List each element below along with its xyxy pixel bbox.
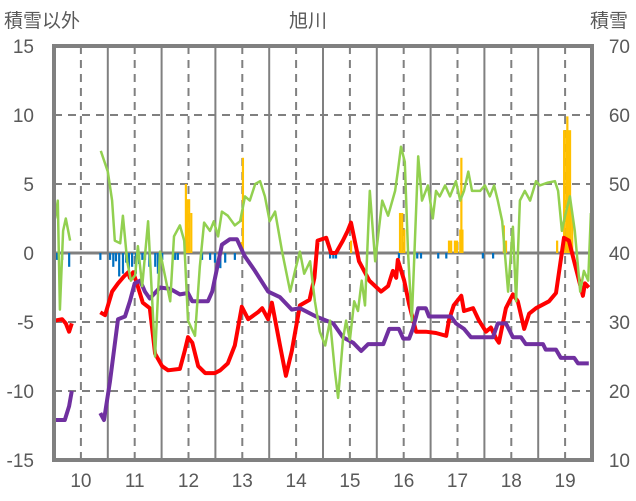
left-tick-label: 10 <box>13 106 34 127</box>
right-tick-label: 30 <box>609 313 630 334</box>
blue-bar <box>127 253 130 271</box>
purple-series-line <box>55 237 589 422</box>
blue-bar <box>121 253 125 274</box>
orange-bar <box>398 212 402 253</box>
blue-bar <box>55 253 58 260</box>
orange-bar <box>461 229 464 253</box>
x-tick-label: 14 <box>286 471 308 492</box>
right-tick-label: 10 <box>609 451 630 472</box>
plot-frame <box>52 44 594 462</box>
blue-bar <box>437 253 440 259</box>
blue-bar <box>114 253 118 262</box>
blue-bar <box>332 253 335 259</box>
x-tick-label: 11 <box>125 471 145 492</box>
x-tick-label: 18 <box>501 471 522 492</box>
orange-bar <box>349 240 353 253</box>
right-tick-label: 20 <box>609 382 630 403</box>
left-tick-label: -10 <box>7 382 34 403</box>
orange-bar <box>401 212 404 253</box>
blue-bar <box>131 253 134 267</box>
grid <box>54 46 592 460</box>
blue-bar <box>141 253 144 260</box>
blue-bar <box>209 253 212 260</box>
orange-bar <box>403 229 406 253</box>
blue-bar <box>108 253 112 260</box>
orange-bar <box>453 240 457 253</box>
chart-title: 旭川 <box>289 10 327 32</box>
right-tick-label: 40 <box>609 244 630 265</box>
x-tick-label: 12 <box>178 471 199 492</box>
x-tick-label: 16 <box>393 471 414 492</box>
blue-bar <box>445 253 448 259</box>
blue-bar <box>99 253 102 260</box>
right-tick-label: 60 <box>609 106 630 127</box>
blue-bar <box>328 253 332 259</box>
blue-bar <box>68 253 71 267</box>
x-tick-label: 17 <box>447 471 468 492</box>
green-series-line <box>53 145 593 400</box>
blue-bar <box>334 253 338 259</box>
left-axis-title: 積雪以外 <box>4 10 80 32</box>
orange-bar <box>450 240 453 253</box>
bars <box>55 116 574 277</box>
orange-bar <box>460 157 463 253</box>
x-tick-label: 13 <box>232 471 253 492</box>
red-series-line <box>54 220 591 378</box>
right-tick-label: 50 <box>609 175 630 196</box>
orange-bar <box>188 199 191 253</box>
blue-bar <box>224 253 227 263</box>
blue-bar <box>213 253 217 263</box>
x-tick-label: 10 <box>70 471 91 492</box>
orange-bar <box>566 130 569 253</box>
blue-bar <box>118 253 121 277</box>
left-tick-label: 0 <box>23 244 34 265</box>
blue-bar <box>154 253 157 267</box>
left-tick-label: 5 <box>23 175 34 196</box>
blue-bar <box>416 253 419 259</box>
orange-bar <box>185 199 189 253</box>
left-tick-label: -5 <box>17 313 34 334</box>
orange-bar <box>504 240 508 253</box>
left-tick-label: -15 <box>7 451 34 472</box>
blue-bar <box>156 253 160 274</box>
left-tick-label: 15 <box>13 37 34 58</box>
orange-bar <box>568 130 572 253</box>
series-lines <box>53 145 593 422</box>
blue-bar <box>419 253 423 259</box>
orange-bar <box>447 240 451 253</box>
orange-bar <box>455 240 459 253</box>
blue-bar <box>176 253 179 260</box>
orange-bar <box>556 240 559 253</box>
x-tick-label: 19 <box>555 471 576 492</box>
plot-border <box>52 44 594 462</box>
blue-bar <box>397 253 401 259</box>
orange-bar <box>190 212 193 253</box>
orange-bar <box>571 212 574 253</box>
right-axis-title: 積雪 <box>590 10 628 32</box>
blue-bar <box>112 253 115 267</box>
x-tick-label: 15 <box>339 471 360 492</box>
orange-bar <box>563 130 566 253</box>
blue-bar <box>492 253 495 259</box>
blue-bar <box>174 253 177 260</box>
right-tick-label: 70 <box>609 37 630 58</box>
blue-bar <box>233 253 236 260</box>
blue-bar <box>481 253 484 259</box>
